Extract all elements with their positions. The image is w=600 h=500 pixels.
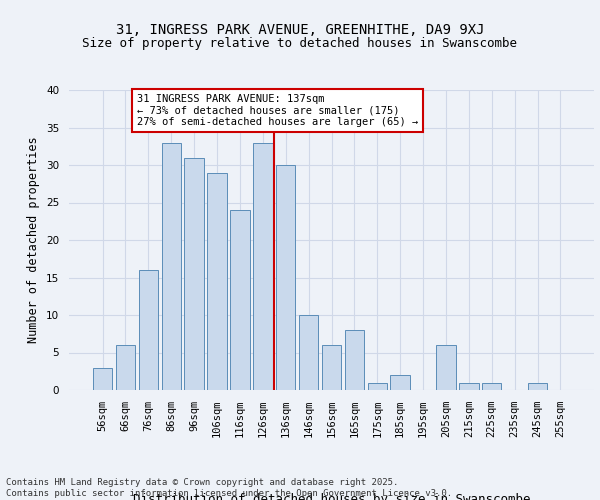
Bar (368, 382, 387, 390)
X-axis label: Distribution of detached houses by size in Swanscombe: Distribution of detached houses by size … (133, 493, 530, 500)
Bar (528, 382, 547, 390)
Bar (299, 315, 319, 390)
Bar (459, 382, 479, 390)
Text: Size of property relative to detached houses in Swanscombe: Size of property relative to detached ho… (83, 38, 517, 51)
Bar (253, 142, 272, 390)
Bar (161, 142, 181, 390)
Bar (139, 270, 158, 390)
Bar (322, 345, 341, 390)
Text: Contains HM Land Registry data © Crown copyright and database right 2025.
Contai: Contains HM Land Registry data © Crown c… (6, 478, 452, 498)
Text: 31, INGRESS PARK AVENUE, GREENHITHE, DA9 9XJ: 31, INGRESS PARK AVENUE, GREENHITHE, DA9… (116, 22, 484, 36)
Text: 31 INGRESS PARK AVENUE: 137sqm
← 73% of detached houses are smaller (175)
27% of: 31 INGRESS PARK AVENUE: 137sqm ← 73% of … (137, 94, 418, 127)
Bar (93, 368, 112, 390)
Bar (208, 172, 227, 390)
Bar (276, 165, 295, 390)
Bar (344, 330, 364, 390)
Bar (184, 158, 204, 390)
Bar (116, 345, 135, 390)
Y-axis label: Number of detached properties: Number of detached properties (28, 136, 40, 344)
Bar (230, 210, 250, 390)
Bar (436, 345, 455, 390)
Bar (391, 375, 410, 390)
Bar (482, 382, 502, 390)
